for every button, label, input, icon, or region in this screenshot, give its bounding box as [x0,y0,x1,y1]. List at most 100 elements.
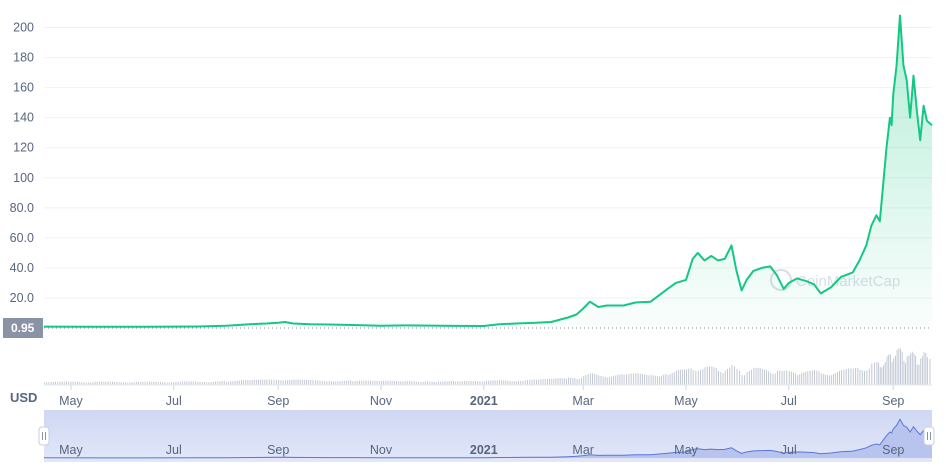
volume-bar [396,381,397,385]
volume-bar [644,374,646,385]
volume-bar [356,380,358,385]
volume-bar [186,381,188,385]
volume-bar [515,381,517,385]
volume-bar [435,382,437,385]
volume-bar [81,382,83,385]
volume-bar [475,381,476,385]
volume-bar [48,382,50,385]
volume-bar [94,381,96,385]
volume-bar [479,381,481,385]
volume-bar [587,374,589,385]
navigator-handle-left[interactable] [38,426,50,446]
volume-bar [182,381,183,385]
currency-label: USD [10,390,37,405]
volume-bar [251,380,253,385]
volume-bar [551,378,553,385]
volume-bar [492,380,494,385]
volume-bar [363,380,365,385]
volume-bar [751,369,753,385]
volume-bar [818,371,820,385]
volume-bar [613,375,615,385]
navigator-handle-right[interactable] [923,426,935,446]
volume-bar [783,370,785,385]
volume-bar [291,379,293,385]
volume-bar [59,381,61,385]
volume-bar [841,370,842,385]
volume-bar [722,373,724,385]
y-tick-label: 120 [13,141,34,155]
volume-bar [282,380,284,385]
volume-bar [781,370,783,385]
volume-bar [66,381,67,385]
volume-bar [830,375,832,385]
volume-bar [468,381,470,385]
volume-bar [626,374,627,385]
volume-bar [748,370,750,385]
volume-bar [911,351,913,385]
handle-left-body[interactable] [38,426,50,446]
volume-bar [361,380,363,385]
volume-bar [824,374,826,385]
volume-bar [440,381,442,385]
volume-bar [906,356,908,385]
volume-bar [608,377,610,385]
volume-bar [96,381,98,385]
volume-bar [262,379,264,385]
volume-bar [920,358,922,385]
volume-bar [303,379,305,385]
range-navigator[interactable]: May Jul Sep Nov 2021 Mar May Jul Sep [38,410,935,462]
handle-right-body[interactable] [923,426,935,446]
volume-bar [459,381,461,385]
volume-bar [511,381,513,385]
volume-bar [704,367,706,385]
volume-bar [393,380,395,385]
price-area [44,15,932,328]
volume-bar [387,380,389,385]
x-tick-label: Nov [370,394,393,408]
volume-bar [90,382,92,385]
volume-bar [457,381,459,385]
current-price-tag: 0.95 [3,318,43,338]
x-tick-label: May [674,394,698,408]
volume-bar [531,379,533,385]
volume-bar [241,380,242,385]
volume-bar [499,380,500,385]
volume-bar [505,380,507,385]
volume-bar [839,371,840,385]
volume-bar [120,382,122,385]
volume-bar [753,368,755,385]
volume-bar [641,374,643,385]
volume-bar [297,379,299,385]
y-tick-label: 200 [13,21,34,35]
volume-bar [330,381,332,385]
volume-bar [350,380,352,385]
volume-bar [46,382,48,385]
volume-bar [727,369,728,385]
x-tick-label: Jul [166,394,182,408]
navigator-tick-label: May [674,443,698,457]
volume-bar [88,382,89,385]
y-axis-ticks: 20.0 40.0 60.0 80.0 100 120 140 160 180 200 [10,21,34,305]
volume-bar [697,370,699,385]
volume-bar [594,373,596,385]
volume-bar [85,382,87,385]
volume-bar [650,374,652,385]
volume-bar [820,373,822,385]
volume-bar [245,380,247,385]
volume-bar [690,368,692,385]
volume-bar [772,374,774,385]
volume-bar [109,381,111,385]
volume-bar [921,356,923,385]
volume-bar [803,372,805,385]
volume-bar [729,367,731,385]
volume-bar [101,381,103,385]
volume-bar [715,368,717,385]
volume-bar [891,362,893,385]
volume-bar [466,381,468,385]
volume-bar [675,370,677,385]
volume-bar [878,362,880,385]
volume-bar [855,368,857,385]
navigator-tick-label: May [59,443,83,457]
volume-bar [138,381,140,385]
volume-bar [391,380,393,385]
